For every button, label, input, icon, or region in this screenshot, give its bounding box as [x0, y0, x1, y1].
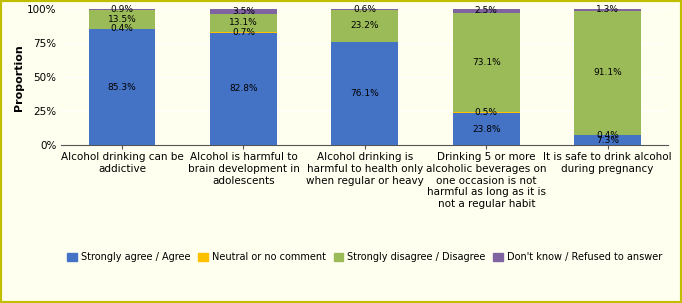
Bar [574, 9, 641, 11]
Text: 91.1%: 91.1% [593, 68, 622, 77]
Text: 82.8%: 82.8% [229, 85, 258, 94]
Bar [89, 29, 155, 145]
Text: 0.5%: 0.5% [475, 108, 498, 117]
Text: 76.1%: 76.1% [351, 89, 379, 98]
Text: 7.3%: 7.3% [596, 136, 619, 145]
Text: 3.5%: 3.5% [232, 7, 255, 16]
Text: 73.1%: 73.1% [472, 58, 501, 67]
Bar [89, 28, 155, 29]
Text: 23.8%: 23.8% [472, 125, 501, 134]
Bar [210, 32, 277, 145]
Bar [89, 9, 155, 10]
Text: 0.7%: 0.7% [232, 28, 255, 37]
Text: 0.4%: 0.4% [110, 24, 134, 33]
Text: 23.2%: 23.2% [351, 21, 379, 30]
Bar [89, 10, 155, 28]
Bar [331, 10, 398, 42]
Text: 2.5%: 2.5% [475, 6, 498, 15]
Bar [331, 9, 398, 10]
Text: 0.6%: 0.6% [353, 5, 376, 14]
Bar [453, 9, 520, 13]
Text: 0.4%: 0.4% [596, 131, 619, 140]
Bar [453, 13, 520, 112]
Bar [453, 112, 520, 113]
Bar [210, 14, 277, 32]
Bar [331, 42, 398, 145]
Text: 85.3%: 85.3% [108, 83, 136, 92]
Text: 0.9%: 0.9% [110, 5, 134, 14]
Text: 1.3%: 1.3% [596, 5, 619, 14]
Bar [453, 113, 520, 145]
Bar [574, 135, 641, 145]
Legend: Strongly agree / Agree, Neutral or no comment, Strongly disagree / Disagree, Don: Strongly agree / Agree, Neutral or no co… [63, 248, 666, 266]
Bar [574, 11, 641, 135]
Text: 13.5%: 13.5% [108, 15, 136, 24]
Bar [210, 9, 277, 14]
Text: 13.1%: 13.1% [229, 18, 258, 27]
Y-axis label: Proportion: Proportion [14, 44, 25, 111]
